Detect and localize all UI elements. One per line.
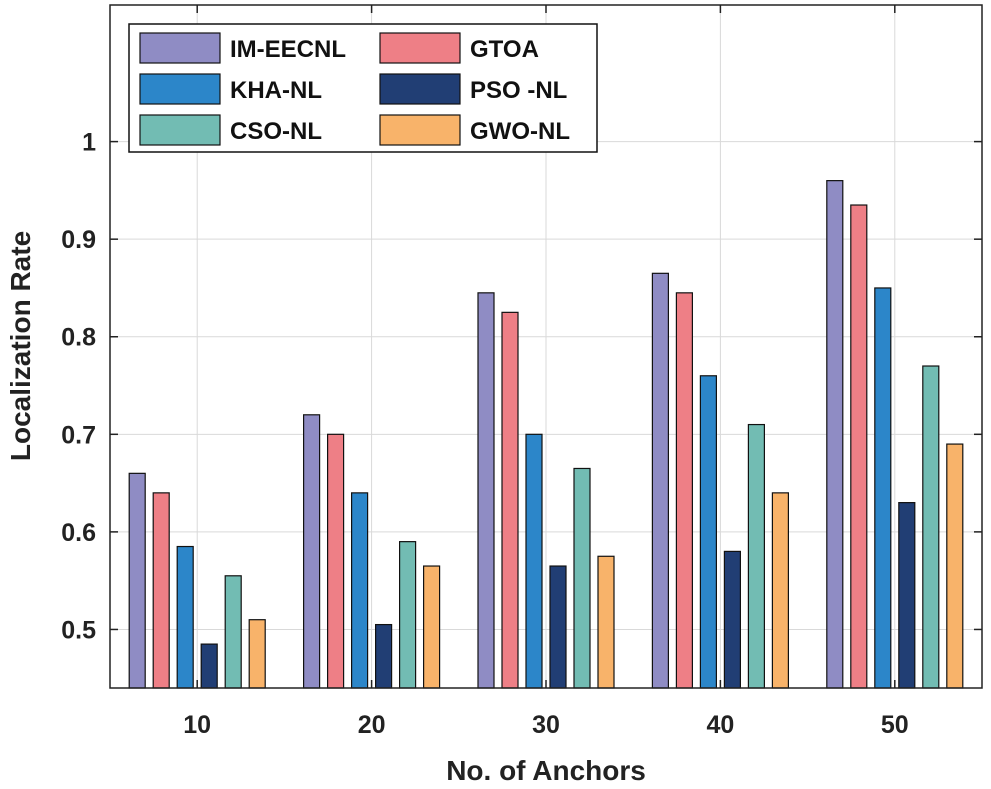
legend: IM-EECNL GTOA KHA-NL PSO -NL CSO-NL GWO-NL	[128, 23, 598, 153]
x-axis-ticks: 10 20 30 40 50	[183, 5, 909, 739]
legend-label-im-eecnl: IM-EECNL	[230, 36, 346, 63]
legend-label-cso-nl: CSO-NL	[230, 118, 322, 145]
x-axis-title: No. of Anchors	[446, 755, 646, 786]
bar-gtoa-10	[152, 492, 170, 689]
y-tick-label: 1	[82, 129, 96, 157]
bar-pso-nl-10	[200, 643, 218, 689]
bar-im-eecnl-40	[651, 272, 670, 689]
x-tick-label: 30	[532, 711, 560, 739]
bar-kha-nl-20	[351, 492, 369, 689]
bar-gtoa-50	[850, 204, 868, 689]
bar-im-eecnl-30	[477, 292, 495, 689]
x-tick-label: 40	[706, 711, 734, 739]
legend-label-gtoa: GTOA	[470, 36, 539, 63]
bar-kha-nl-40	[699, 375, 718, 689]
legend-label-gwo-nl: GWO-NL	[470, 118, 570, 145]
bar-im-eecnl-20	[303, 414, 321, 689]
y-tick-label: 0.9	[61, 226, 96, 254]
bar-im-eecnl-50	[826, 180, 844, 689]
legend-swatch-kha-nl	[139, 73, 221, 105]
y-tick-label: 0.8	[61, 324, 96, 352]
bar-gwo-nl-50	[946, 443, 964, 689]
legend-label-kha-nl: KHA-NL	[230, 77, 322, 104]
bar-gwo-nl-30	[597, 555, 615, 689]
bar-pso-nl-30	[549, 565, 567, 689]
y-axis-title: Localization Rate	[5, 231, 36, 461]
legend-swatch-gtoa	[379, 32, 461, 64]
bar-cso-nl-10	[224, 575, 242, 689]
legend-swatch-cso-nl	[139, 114, 221, 146]
bar-gtoa-20	[327, 433, 345, 689]
bar-gwo-nl-40	[771, 492, 790, 689]
y-tick-label: 0.5	[61, 616, 96, 644]
bar-kha-nl-50	[874, 287, 892, 689]
y-tick-label: 0.6	[61, 519, 96, 547]
y-tick-label: 0.7	[61, 421, 96, 449]
bar-kha-nl-10	[176, 545, 194, 689]
x-tick-label: 10	[183, 711, 211, 739]
bar-cso-nl-50	[922, 365, 940, 689]
legend-label-pso-nl: PSO -NL	[470, 77, 567, 104]
bar-gtoa-40	[675, 292, 694, 689]
bar-pso-nl-50	[898, 502, 916, 689]
bar-gwo-nl-20	[423, 565, 441, 689]
x-tick-label: 50	[881, 711, 909, 739]
bar-im-eecnl-10	[128, 472, 146, 689]
x-tick-label: 20	[358, 711, 386, 739]
legend-swatch-im-eecnl	[139, 32, 221, 64]
bar-gwo-nl-10	[248, 619, 266, 689]
legend-swatch-gwo-nl	[379, 114, 461, 146]
bar-cso-nl-30	[573, 467, 591, 689]
bar-cso-nl-20	[399, 541, 417, 689]
legend-swatch-pso-nl	[379, 73, 461, 105]
bar-pso-nl-20	[375, 623, 393, 689]
bar-cso-nl-40	[747, 423, 766, 689]
bar-kha-nl-30	[525, 433, 543, 689]
bar-gtoa-30	[501, 311, 519, 689]
bar-pso-nl-40	[723, 550, 742, 689]
y-axis-ticks: 0.5 0.6 0.7 0.8 0.9 1	[61, 129, 982, 644]
